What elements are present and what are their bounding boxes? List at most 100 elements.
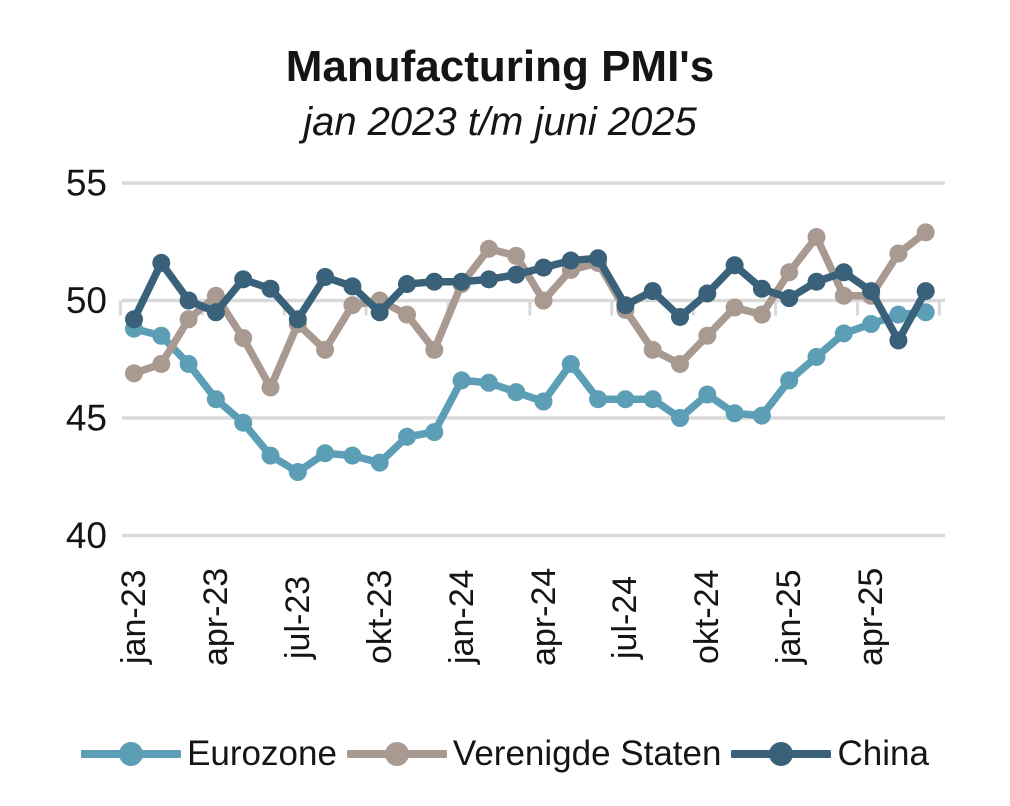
- data-point: [589, 249, 608, 268]
- data-point: [425, 272, 444, 291]
- x-axis-tick-label: okt-24: [688, 569, 727, 665]
- data-point: [343, 446, 362, 465]
- data-point: [479, 239, 498, 258]
- data-point: [698, 326, 717, 345]
- data-point: [261, 279, 280, 298]
- data-point: [916, 282, 935, 301]
- data-point: [479, 373, 498, 392]
- y-axis-tick-label: 50: [66, 280, 107, 321]
- data-point: [234, 270, 253, 289]
- data-point: [125, 364, 143, 383]
- data-point: [398, 427, 416, 446]
- data-point: [425, 423, 444, 442]
- chart-title: Manufacturing PMI's: [285, 42, 715, 91]
- x-axis-tick-label: apr-25: [852, 567, 891, 667]
- x-axis-tick-label: apr-24: [524, 567, 563, 667]
- data-point: [179, 291, 198, 310]
- data-point: [206, 286, 225, 305]
- data-point: [698, 385, 717, 404]
- data-point: [807, 272, 826, 291]
- data-point: [206, 303, 225, 322]
- legend-label-china: China: [837, 734, 929, 773]
- chart-subtitle: jan 2023 t/m juni 2025: [303, 100, 697, 144]
- data-point: [234, 329, 253, 348]
- verenigde-staten-line-marker-icon: [346, 742, 447, 766]
- data-point: [125, 310, 143, 329]
- data-point: [398, 275, 416, 294]
- data-point: [507, 265, 526, 284]
- data-point: [288, 310, 307, 329]
- legend-label-eurozone: Eurozone: [187, 734, 337, 773]
- data-point: [234, 413, 253, 432]
- data-point: [643, 340, 662, 359]
- data-point: [507, 246, 526, 265]
- data-point: [561, 354, 580, 373]
- x-axis-tick-label: apr-23: [196, 567, 235, 667]
- data-point: [916, 303, 935, 322]
- y-axis-tick-label: 55: [66, 163, 107, 204]
- legend-item-china: China: [731, 734, 929, 774]
- x-axis-tick-label: jul-23: [278, 575, 317, 659]
- data-point: [152, 253, 171, 272]
- data-point: [425, 340, 444, 359]
- data-point: [725, 298, 744, 317]
- data-point: [534, 291, 553, 310]
- data-point: [179, 354, 198, 373]
- data-point: [834, 263, 853, 282]
- data-point: [616, 296, 635, 315]
- data-point: [725, 256, 744, 275]
- data-point: [152, 326, 171, 345]
- data-point: [889, 244, 908, 263]
- data-point: [834, 324, 853, 343]
- data-point: [370, 453, 389, 472]
- data-point: [398, 305, 416, 324]
- data-point: [862, 315, 881, 333]
- data-point: [752, 406, 771, 425]
- data-point: [534, 258, 553, 277]
- x-axis-tick-label: jan-25: [770, 569, 809, 665]
- data-point: [807, 347, 826, 366]
- data-point: [889, 305, 908, 324]
- data-point: [534, 392, 553, 411]
- data-point: [862, 282, 881, 301]
- data-point: [643, 390, 662, 409]
- data-point: [807, 228, 826, 247]
- y-axis-tick-label: 40: [66, 515, 107, 556]
- legend-label-verenigde-staten: Verenigde Staten: [452, 734, 722, 773]
- data-point: [780, 289, 799, 308]
- eurozone-line-marker-icon: [81, 742, 182, 766]
- data-point: [916, 223, 935, 242]
- data-point: [479, 270, 498, 289]
- data-point: [671, 354, 689, 373]
- data-point: [206, 390, 225, 409]
- data-point: [316, 340, 335, 359]
- data-point: [752, 305, 771, 324]
- data-point: [261, 446, 280, 465]
- x-axis-tick-label: okt-23: [360, 569, 399, 665]
- x-axis-tick-label: jul-24: [606, 575, 645, 659]
- data-point: [780, 263, 799, 282]
- data-point: [834, 286, 853, 305]
- x-axis-tick-label: jan-24: [442, 569, 481, 665]
- data-point: [261, 378, 280, 397]
- data-point: [370, 303, 389, 322]
- data-point: [780, 371, 799, 390]
- data-point: [343, 296, 362, 315]
- data-point: [616, 390, 635, 409]
- data-point: [316, 444, 335, 463]
- data-point: [589, 390, 608, 409]
- legend-item-verenigde-staten: Verenigde Staten: [346, 734, 722, 774]
- china-line-marker-icon: [731, 742, 832, 766]
- legend-item-eurozone: Eurozone: [81, 734, 337, 774]
- data-point: [452, 371, 471, 390]
- data-point: [316, 268, 335, 286]
- data-point: [889, 331, 908, 350]
- data-point: [725, 404, 744, 423]
- data-point: [698, 284, 717, 303]
- data-point: [452, 272, 471, 291]
- data-point: [752, 279, 771, 298]
- data-point: [643, 282, 662, 301]
- x-axis-tick-label: jan-23: [115, 569, 153, 665]
